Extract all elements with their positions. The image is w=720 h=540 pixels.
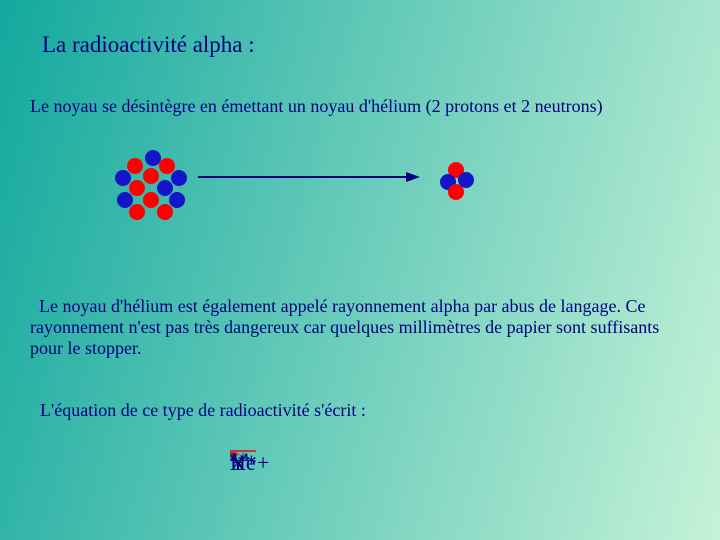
proton-icon [129,180,145,196]
proton-icon [127,158,143,174]
explanation-paragraph: Le noyau d'hélium est également appelé r… [30,296,670,359]
decay-arrow-line [198,176,408,178]
intro-paragraph: Le noyau se désintègre en émettant un no… [30,96,603,117]
he-subscript: 2 [230,450,236,465]
slide-content: La radioactivité alpha : Le noyau se dés… [0,0,720,540]
slide-title: La radioactivité alpha : [42,32,255,58]
proton-icon [143,192,159,208]
proton-icon [157,204,173,220]
proton-icon [143,168,159,184]
neutron-icon [169,192,185,208]
equation-intro: L'équation de ce type de radioactivité s… [40,400,366,421]
proton-icon [448,184,464,200]
neutron-icon [115,170,131,186]
decay-arrow-head [406,172,420,182]
neutron-icon [171,170,187,186]
proton-icon [129,204,145,220]
